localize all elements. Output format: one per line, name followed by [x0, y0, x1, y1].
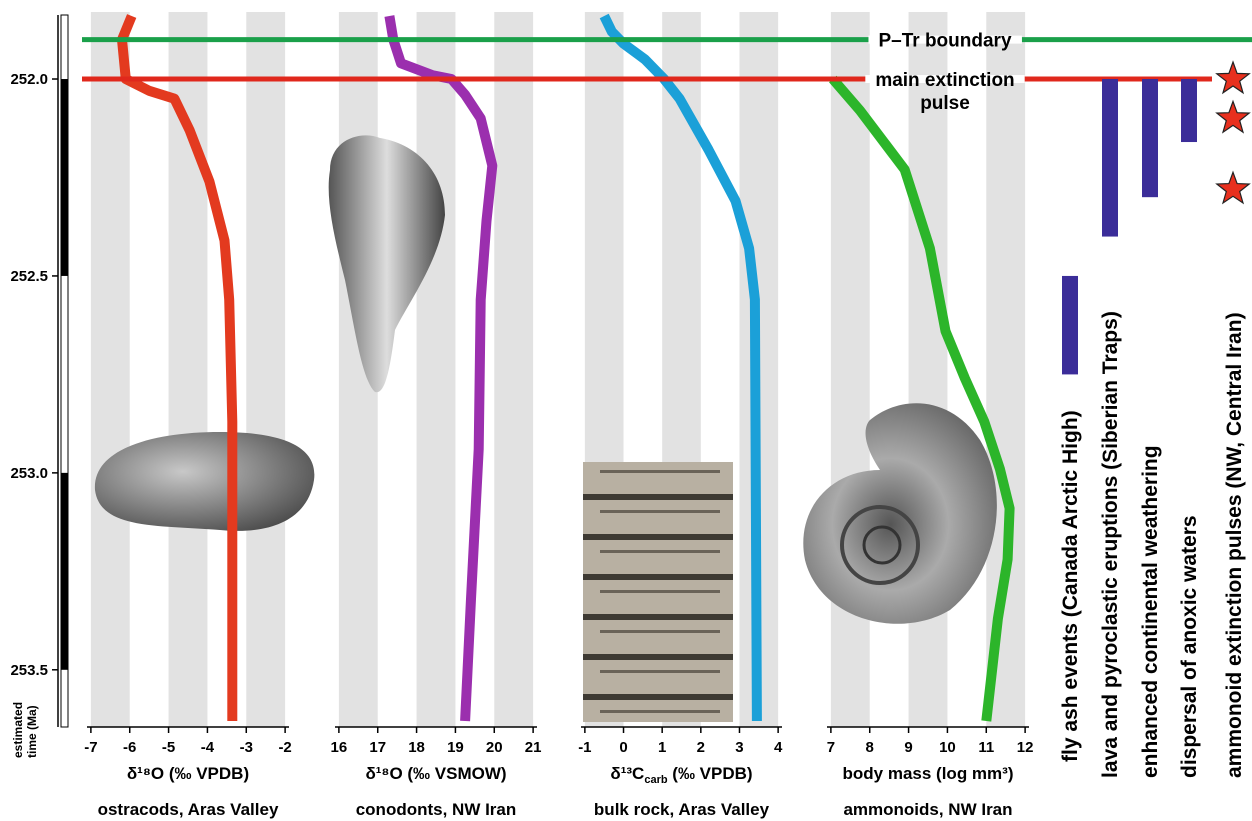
time-scale-band [61, 79, 68, 276]
x-tick-label: 10 [939, 739, 956, 756]
event-bar [1102, 79, 1118, 237]
x-axis-label-part: δ¹³C [610, 764, 644, 783]
event-bar [1142, 79, 1158, 198]
ammonite-whorl [840, 505, 920, 585]
data-line [829, 75, 1015, 722]
x-tick-label: 12 [1017, 739, 1034, 756]
x-tick-label: -1 [578, 739, 591, 756]
x-axis-label-part: carb [644, 774, 668, 786]
ostracod-photo [94, 432, 315, 531]
x-tick-label: 20 [486, 739, 503, 756]
x-axis-label: δ¹⁸O (‰ VPDB) [127, 764, 249, 783]
x-tick-label: -3 [240, 739, 253, 756]
x-tick-label: 18 [408, 739, 425, 756]
time-scale [60, 14, 69, 728]
x-tick-label: 3 [735, 739, 743, 756]
reference-label: main extinction [875, 70, 1014, 91]
x-axis-label-part: (‰ VPDB) [668, 764, 753, 783]
grid-stripe [246, 12, 286, 727]
data-line [117, 14, 238, 721]
x-axis-label: δ¹³Ccarb (‰ VPDB) [610, 764, 752, 786]
event-label: dispersal of anoxic waters [1178, 515, 1201, 778]
y-tick-label: 253.5 [10, 662, 48, 679]
conodont-photo [328, 135, 445, 393]
x-axis-label: δ¹⁸O (‰ VSMOW) [365, 764, 506, 783]
x-tick-label: 2 [697, 739, 705, 756]
reference-label: P–Tr boundary [878, 31, 1011, 52]
y-tick-label: 252.0 [10, 71, 48, 88]
x-tick-label: -5 [162, 739, 175, 756]
rock-photo [583, 462, 733, 722]
grid-stripe [986, 12, 1026, 727]
x-tick-label: 1 [658, 739, 666, 756]
x-tick-label: 11 [978, 739, 994, 756]
x-tick-label: 7 [827, 739, 835, 756]
x-tick-label: -7 [84, 739, 97, 756]
extinction-star [1215, 170, 1251, 205]
x-tick-label: 17 [369, 739, 386, 756]
x-tick-label: 21 [525, 739, 542, 756]
x-tick-label: 8 [866, 739, 874, 756]
grid-stripe [416, 12, 456, 727]
panel-subtitle: conodonts, NW Iran [356, 800, 517, 819]
grid-stripe [90, 12, 130, 727]
y-axis-label: estimated [11, 702, 25, 758]
reference-label: pulse [920, 93, 970, 114]
y-axis-label: time (Ma) [25, 705, 39, 758]
panel-subtitle: ammonoids, NW Iran [843, 800, 1012, 819]
x-tick-label: -6 [123, 739, 136, 756]
ammonite-whorl [862, 525, 902, 565]
label-background [865, 75, 1025, 84]
event-label: fly ash events (Canada Arctic High) [1059, 410, 1082, 762]
photos [94, 135, 997, 722]
event-label: enhanced continental weathering [1139, 445, 1162, 778]
grid-stripe [494, 12, 534, 727]
x-tick-label: 4 [774, 739, 783, 756]
main: -7 -6 -5 -4 -3 -2 δ¹⁸O (‰ VPDB) ostracods, Aras… [10, 13, 1252, 819]
event-bar [1181, 79, 1197, 143]
x-tick-label: 9 [904, 739, 912, 756]
extinction-star [1215, 99, 1251, 134]
event-label: ammonoid extinction pulses (NW, Central … [1223, 312, 1246, 778]
y-tick-label: 253.0 [10, 465, 48, 482]
x-tick-label: 16 [331, 739, 348, 756]
x-tick-label: -4 [201, 739, 215, 756]
y-tick-label: 252.5 [10, 268, 48, 285]
x-axis-label: body mass (log mm³) [843, 764, 1014, 783]
time-scale-band [61, 472, 68, 670]
data-line [384, 15, 498, 722]
label-background [868, 35, 1022, 44]
extinction-star [1215, 60, 1251, 95]
panel-subtitle: bulk rock, Aras Valley [594, 800, 770, 819]
x-tick-label: 0 [619, 739, 627, 756]
event-label: lava and pyroclastic eruptions (Siberian… [1099, 311, 1122, 778]
panel-subtitle: ostracods, Aras Valley [98, 800, 279, 819]
x-tick-label: -2 [278, 739, 291, 756]
event-bar [1062, 275, 1078, 375]
x-tick-label: 19 [447, 739, 464, 756]
